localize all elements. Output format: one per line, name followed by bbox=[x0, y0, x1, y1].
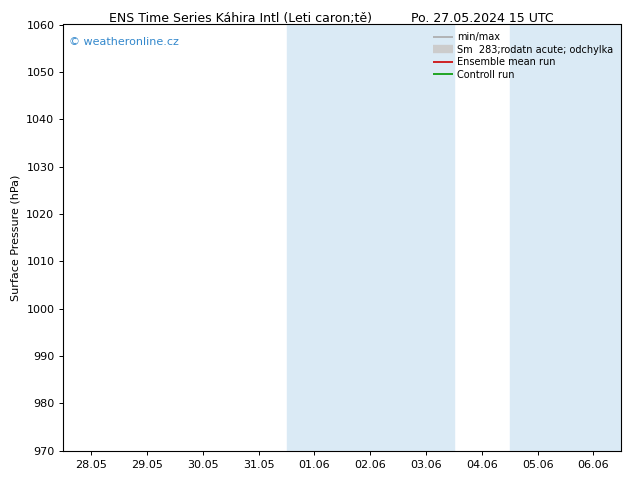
Text: Po. 27.05.2024 15 UTC: Po. 27.05.2024 15 UTC bbox=[411, 12, 553, 25]
Text: © weatheronline.cz: © weatheronline.cz bbox=[69, 37, 179, 48]
Legend: min/max, Sm  283;rodatn acute; odchylka, Ensemble mean run, Controll run: min/max, Sm 283;rodatn acute; odchylka, … bbox=[429, 28, 618, 83]
Bar bbox=[287, 24, 454, 451]
Text: ENS Time Series Káhira Intl (Leti caron;tě): ENS Time Series Káhira Intl (Leti caron;… bbox=[110, 12, 372, 25]
Y-axis label: Surface Pressure (hPa): Surface Pressure (hPa) bbox=[11, 174, 21, 301]
Bar bbox=[510, 24, 621, 451]
